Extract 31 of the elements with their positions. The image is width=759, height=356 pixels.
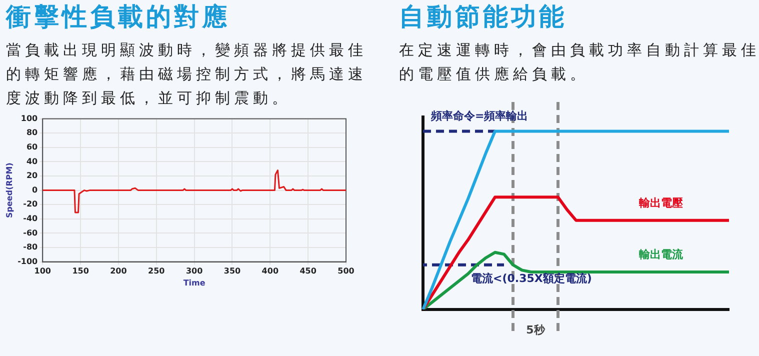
x-axis-title: Time xyxy=(183,278,206,288)
y-tick-label: -20 xyxy=(23,200,38,209)
y-tick-label: 60 xyxy=(26,142,38,152)
series-label: 輸出電流 xyxy=(638,248,684,261)
y-tick-label: 20 xyxy=(26,171,38,180)
y-tick-label: -40 xyxy=(23,214,38,223)
y-tick-label: 40 xyxy=(26,156,38,166)
series-label: 頻率命令=頻率輸出 xyxy=(430,109,528,122)
y-tick-label: 80 xyxy=(26,128,38,138)
y-tick-label: -80 xyxy=(23,242,38,252)
series-label: 輸出電壓 xyxy=(638,196,684,210)
chart-subtitle: 當負載出現明顯波動時，變頻器將提供最佳的轉矩響應，藉由磁場控制方式，將馬達速度波動降到最低，並可抑制震動。 xyxy=(6,40,368,109)
y-tick-label: -60 xyxy=(23,228,38,238)
x-tick-label: 250 xyxy=(148,266,166,276)
x-tick-label: 200 xyxy=(110,266,128,276)
x-tick-label: 400 xyxy=(262,266,279,276)
x-tick-label: 100 xyxy=(34,266,52,276)
x-tick-label: 350 xyxy=(224,266,242,276)
y-tick-label: 100 xyxy=(20,114,38,123)
y-tick-label: 0 xyxy=(32,185,38,194)
text: 5秒 xyxy=(526,323,546,336)
series-label: 電流<(0.35X額定電流) xyxy=(471,272,592,285)
x-tick-label: 500 xyxy=(338,266,355,276)
y-axis-title: Speed(RPM) xyxy=(4,162,14,218)
chart-title: 自動節能功能 xyxy=(399,1,567,33)
chart-title: 衝擊性負載的對應 xyxy=(6,1,230,33)
y-tick-label: -100 xyxy=(18,256,38,266)
chart-subtitle: 在定速運轉時，會由負載功率自動計算最佳的電壓值供應給負載。 xyxy=(399,40,759,85)
x-tick-label: 300 xyxy=(186,266,204,276)
x-tick-label: 150 xyxy=(72,266,90,276)
x-tick-label: 450 xyxy=(300,266,317,276)
